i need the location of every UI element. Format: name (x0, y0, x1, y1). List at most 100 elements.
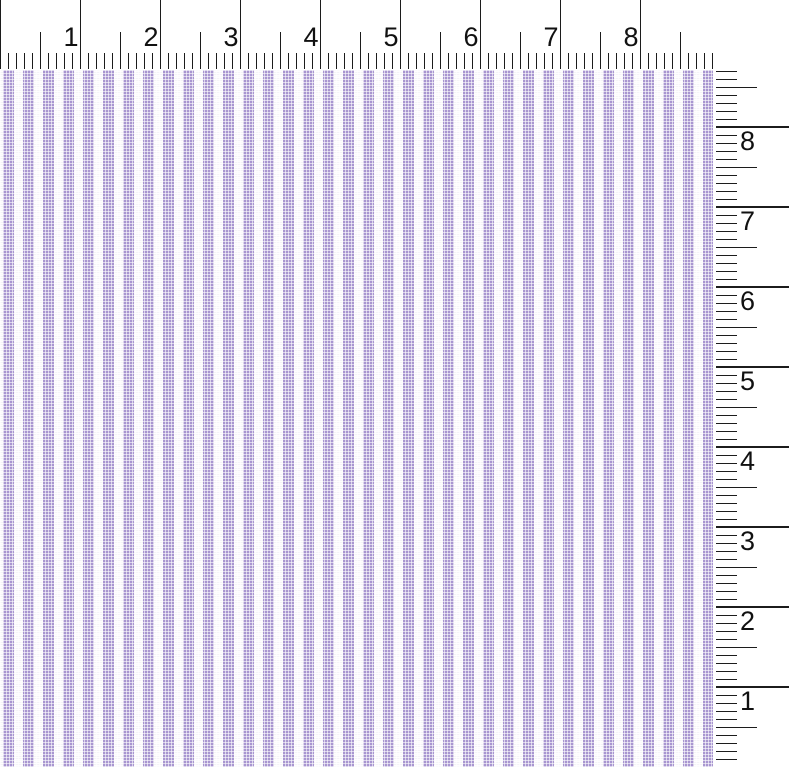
minor-tick (176, 53, 177, 69)
minor-tick (136, 53, 137, 69)
minor-tick (716, 694, 737, 696)
minor-tick (472, 53, 473, 69)
minor-tick (368, 53, 369, 69)
minor-tick (716, 710, 737, 712)
minor-tick (716, 614, 737, 616)
right-ruler-number: 7 (740, 206, 755, 236)
right-ruler-number: 6 (740, 286, 755, 316)
minor-tick (16, 53, 17, 69)
minor-tick (716, 398, 737, 400)
minor-tick (656, 53, 657, 69)
fabric-swatch (0, 70, 713, 767)
right-ruler-number: 3 (740, 526, 755, 556)
minor-tick (716, 358, 737, 360)
inch-tick (716, 446, 789, 448)
inch-tick (319, 0, 322, 69)
minor-tick (716, 750, 737, 752)
minor-tick (716, 758, 737, 760)
minor-tick (504, 53, 505, 69)
minor-tick (416, 53, 417, 69)
minor-tick (216, 53, 217, 69)
minor-tick (716, 390, 737, 392)
half-inch-tick (680, 32, 681, 69)
minor-tick (716, 238, 737, 240)
minor-tick (716, 294, 737, 296)
inch-tick (159, 0, 162, 69)
minor-tick (716, 654, 737, 656)
inch-tick (639, 0, 642, 69)
half-inch-tick (280, 32, 281, 69)
minor-tick (496, 53, 497, 69)
inch-tick (0, 0, 2, 69)
minor-tick (608, 53, 609, 69)
minor-tick (716, 702, 737, 704)
minor-tick (716, 310, 737, 312)
minor-tick (392, 53, 393, 69)
minor-tick (232, 53, 233, 69)
minor-tick (528, 53, 529, 69)
minor-tick (716, 502, 737, 504)
minor-tick (716, 134, 737, 136)
minor-tick (288, 53, 289, 69)
minor-tick (256, 53, 257, 69)
minor-tick (716, 542, 737, 544)
minor-tick (64, 53, 65, 69)
inch-tick (716, 526, 789, 528)
minor-tick (716, 510, 737, 512)
inch-tick (479, 0, 482, 69)
minor-tick (716, 462, 737, 464)
half-inch-tick (716, 326, 757, 328)
inch-tick (716, 686, 789, 688)
half-inch-tick (716, 486, 757, 488)
minor-tick (712, 53, 713, 69)
minor-tick (456, 53, 457, 69)
top-ruler-number: 3 (223, 22, 238, 52)
minor-tick (168, 53, 169, 69)
top-ruler-number: 4 (303, 22, 318, 52)
minor-tick (704, 53, 705, 69)
minor-tick (716, 574, 737, 576)
minor-tick (716, 454, 737, 456)
minor-tick (576, 53, 577, 69)
minor-tick (716, 302, 737, 304)
minor-tick (716, 670, 737, 672)
half-inch-tick (200, 32, 201, 69)
inch-tick (716, 286, 789, 288)
minor-tick (88, 53, 89, 69)
minor-tick (716, 550, 737, 552)
minor-tick (716, 590, 737, 592)
right-ruler-number: 1 (740, 686, 755, 716)
half-inch-tick (600, 32, 601, 69)
minor-tick (716, 158, 737, 160)
minor-tick (552, 53, 553, 69)
minor-tick (716, 534, 737, 536)
top-ruler-number: 8 (623, 22, 638, 52)
minor-tick (716, 598, 737, 600)
minor-tick (128, 53, 129, 69)
minor-tick (424, 53, 425, 69)
minor-tick (716, 230, 737, 232)
minor-tick (512, 53, 513, 69)
minor-tick (716, 190, 737, 192)
minor-tick (716, 214, 737, 216)
minor-tick (716, 430, 737, 432)
minor-tick (592, 53, 593, 69)
minor-tick (716, 470, 737, 472)
minor-tick (716, 638, 737, 640)
minor-tick (716, 622, 737, 624)
right-ruler-number: 8 (740, 126, 755, 156)
minor-tick (716, 118, 737, 120)
inch-tick (716, 126, 789, 128)
inch-tick (399, 0, 402, 69)
top-ruler-number: 2 (143, 22, 158, 52)
half-inch-tick (716, 406, 757, 408)
minor-tick (152, 53, 153, 69)
half-inch-tick (716, 566, 757, 568)
minor-tick (624, 53, 625, 69)
minor-tick (208, 53, 209, 69)
half-inch-tick (120, 32, 121, 69)
minor-tick (248, 53, 249, 69)
minor-tick (448, 53, 449, 69)
minor-tick (716, 478, 737, 480)
minor-tick (336, 53, 337, 69)
